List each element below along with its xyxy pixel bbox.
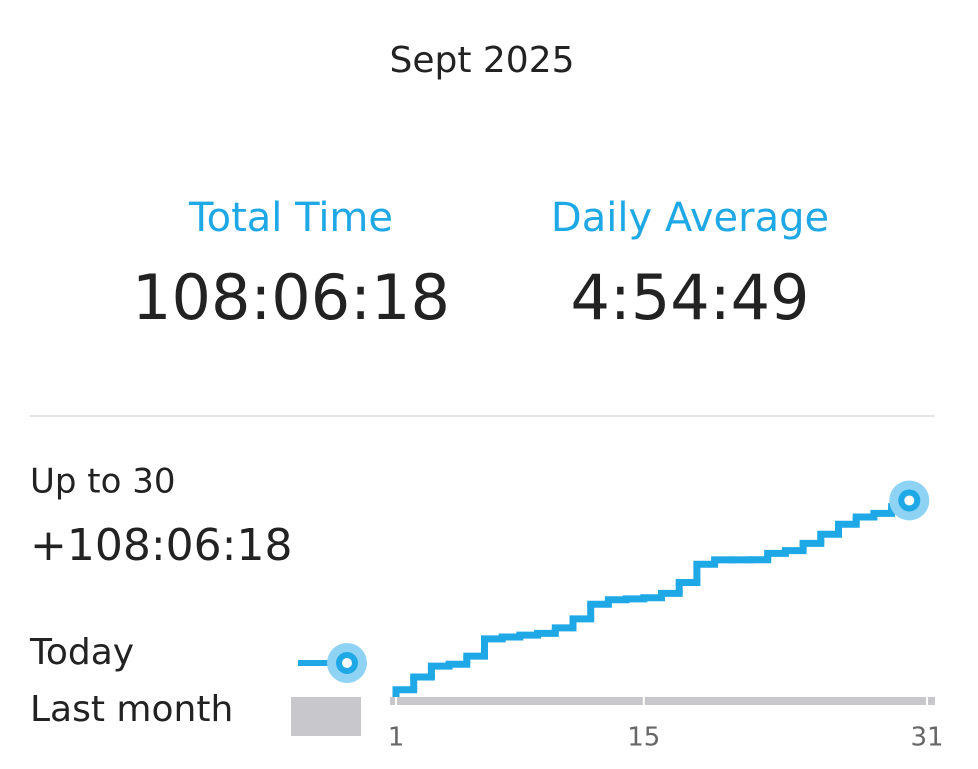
x-tick-label: 31 <box>910 723 943 753</box>
legend-today: Today <box>29 632 134 673</box>
average-label: Daily Average <box>551 195 829 241</box>
legend-last-month: Last month <box>30 689 233 730</box>
last-month-bar <box>390 697 935 705</box>
legend-last-month-swatch <box>291 697 361 736</box>
summary-label: Up to 30 <box>30 462 175 502</box>
total-label: Total Time <box>188 195 393 241</box>
x-tick-label: 15 <box>627 723 660 753</box>
average-value: 4:54:49 <box>570 261 809 334</box>
end-center <box>904 495 915 506</box>
summary-value: +108:06:18 <box>30 520 292 571</box>
legend-today-center <box>342 658 352 668</box>
month-title: Sept 2025 <box>389 40 574 81</box>
x-tick-label: 1 <box>388 723 405 753</box>
total-value: 108:06:18 <box>132 261 450 334</box>
